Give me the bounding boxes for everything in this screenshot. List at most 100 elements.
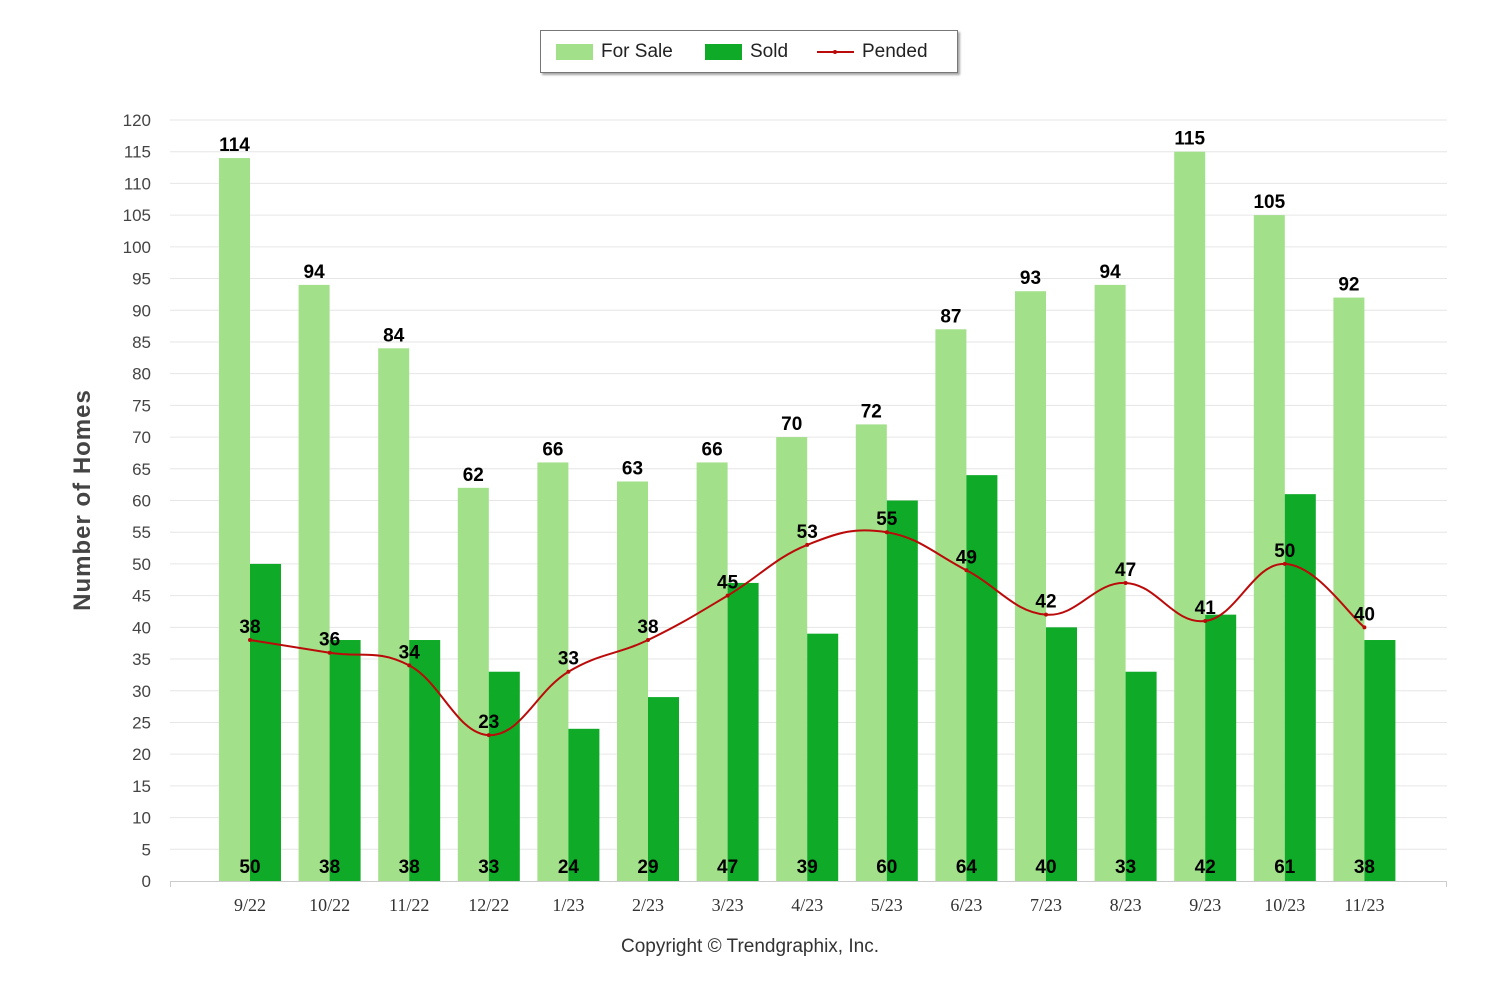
y-tick-label: 40	[132, 618, 151, 637]
y-tick-label: 10	[132, 809, 151, 828]
pended-point	[725, 593, 730, 598]
y-tick-label: 80	[132, 365, 151, 384]
x-tick-label: 10/23	[1264, 895, 1305, 915]
data-label-pended: 33	[558, 649, 579, 670]
pended-point	[327, 650, 332, 655]
data-label-for-sale: 93	[1020, 268, 1041, 289]
bar-for-sale	[617, 481, 648, 881]
data-label-pended: 23	[478, 712, 499, 733]
data-label-for-sale: 66	[702, 439, 723, 460]
chart-legend: For Sale Sold Pended	[540, 30, 958, 73]
bar-sold	[727, 582, 759, 881]
y-tick-label: 110	[124, 174, 151, 193]
y-tick-label: 70	[132, 428, 151, 447]
bar-for-sale	[776, 437, 808, 881]
data-label-for-sale: 115	[1174, 129, 1205, 150]
bar-sold	[488, 671, 520, 881]
data-label-sold: 40	[1035, 857, 1056, 878]
bars	[219, 151, 1396, 882]
x-tick-label: 6/23	[950, 895, 982, 915]
legend-swatch-for-sale	[556, 43, 593, 60]
y-tick-label: 15	[132, 777, 151, 796]
y-tick-label: 30	[132, 682, 151, 701]
data-label-pended: 41	[1195, 598, 1217, 619]
legend-item-sold[interactable]: Sold	[705, 31, 788, 72]
x-tick-label: 9/22	[234, 895, 266, 915]
data-label-pended: 49	[956, 547, 977, 568]
data-label-pended: 40	[1354, 604, 1375, 625]
pended-point	[248, 638, 252, 643]
y-tick-label: 35	[132, 650, 151, 669]
bar-for-sale	[1174, 151, 1206, 882]
data-label-pended: 47	[1115, 560, 1136, 581]
bar-sold	[1205, 614, 1237, 881]
data-label-sold: 42	[1195, 857, 1216, 878]
data-label-sold: 47	[717, 857, 738, 878]
data-label-sold: 50	[239, 857, 260, 878]
x-tick-label: 5/23	[871, 895, 903, 915]
data-label-pended: 38	[637, 617, 658, 638]
bar-for-sale	[457, 487, 489, 881]
legend-item-for-sale[interactable]: For Sale	[556, 31, 673, 72]
bar-sold	[648, 697, 679, 881]
x-tick-label: 7/23	[1030, 895, 1062, 915]
y-tick-label: 55	[132, 523, 151, 542]
legend-item-pended[interactable]: Pended	[817, 31, 928, 72]
data-label-for-sale: 70	[781, 414, 802, 435]
y-tick-label: 0	[142, 872, 151, 891]
pended-point	[566, 669, 571, 674]
x-tick-label: 4/23	[791, 895, 823, 915]
legend-label-for-sale: For Sale	[601, 40, 673, 62]
y-tick-label: 75	[132, 396, 151, 415]
bar-sold	[1364, 640, 1396, 881]
y-tick-label: 95	[132, 270, 151, 289]
bar-for-sale	[537, 462, 569, 881]
bar-sold	[966, 475, 998, 881]
data-label-for-sale: 84	[383, 325, 405, 346]
x-tick-label: 9/23	[1189, 895, 1221, 915]
data-labels: 114 50 38 94 38 36 84 38 34 62 33 23 66 24 33 63 29 38 66 4…	[219, 129, 1375, 878]
y-tick-label: 85	[132, 333, 151, 352]
x-tick-label: 10/22	[309, 895, 350, 915]
bar-for-sale	[219, 158, 250, 882]
bar-for-sale	[1253, 215, 1285, 881]
bar-sold	[1046, 627, 1077, 881]
bar-sold	[568, 728, 600, 881]
x-axis-ticks: 9/22 10/22 11/22 12/22 1/23 2/23 3/23 4/23 5/23 6…	[234, 895, 1385, 915]
data-label-sold: 24	[558, 857, 580, 878]
bar-for-sale	[855, 424, 887, 881]
data-label-sold: 61	[1274, 857, 1296, 878]
data-label-for-sale: 63	[622, 458, 643, 479]
pended-point	[884, 530, 889, 535]
bar-for-sale	[1333, 297, 1365, 882]
bar-sold	[250, 563, 281, 881]
data-label-sold: 29	[637, 857, 658, 878]
data-label-sold: 33	[1115, 857, 1136, 878]
x-tick-label: 11/23	[1344, 895, 1384, 915]
data-label-for-sale: 114	[219, 135, 250, 156]
y-tick-label: 5	[142, 840, 151, 859]
data-label-for-sale: 94	[1100, 262, 1122, 283]
pended-point	[1044, 612, 1048, 617]
pended-line	[248, 529, 1367, 738]
bar-for-sale	[378, 348, 410, 881]
legend-label-sold: Sold	[750, 40, 789, 62]
data-label-sold: 38	[319, 857, 340, 878]
data-label-for-sale: 87	[940, 306, 961, 327]
y-tick-label: 50	[132, 555, 151, 574]
data-label-sold: 60	[876, 857, 897, 878]
bar-for-sale	[696, 462, 728, 881]
legend-swatch-sold	[705, 43, 742, 60]
y-tick-label: 45	[132, 587, 151, 606]
legend-line-pended	[817, 44, 854, 60]
bar-sold	[1284, 494, 1316, 881]
bar-for-sale	[298, 284, 330, 882]
pended-point	[1203, 618, 1208, 623]
data-label-sold: 38	[1354, 857, 1375, 878]
bar-sold	[1125, 671, 1157, 881]
data-label-pended: 45	[717, 573, 739, 594]
y-tick-label: 20	[132, 745, 151, 764]
data-label-pended: 34	[399, 642, 421, 663]
y-tick-label: 100	[123, 238, 151, 257]
bar-sold	[329, 640, 361, 881]
